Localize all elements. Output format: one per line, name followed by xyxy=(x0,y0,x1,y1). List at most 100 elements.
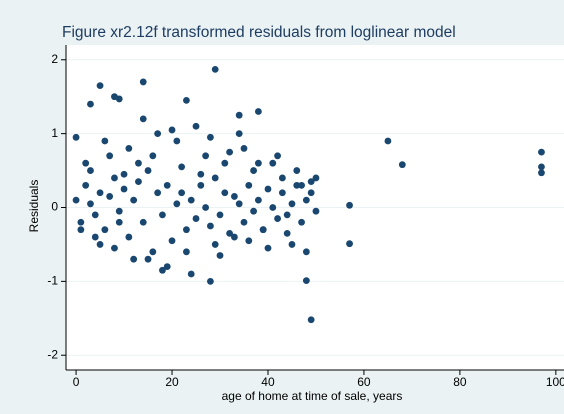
point xyxy=(254,159,262,167)
point xyxy=(173,200,181,208)
point xyxy=(235,111,243,119)
point xyxy=(221,189,229,197)
x-tick-label: 0 xyxy=(73,375,80,389)
x-tick-label: 20 xyxy=(165,375,179,389)
point xyxy=(192,122,200,130)
point xyxy=(226,229,234,237)
point xyxy=(538,148,545,156)
point xyxy=(154,189,162,197)
point xyxy=(72,196,80,204)
y-tick-label: 2 xyxy=(51,52,58,66)
point xyxy=(120,170,128,178)
point xyxy=(250,207,257,215)
point xyxy=(139,115,147,123)
point xyxy=(230,233,238,241)
point xyxy=(283,211,291,219)
point xyxy=(183,96,190,104)
point xyxy=(538,163,545,171)
point xyxy=(245,181,253,189)
point xyxy=(278,189,286,197)
x-tick-label: 40 xyxy=(261,375,275,389)
point xyxy=(187,196,195,204)
point xyxy=(274,152,281,160)
point xyxy=(111,244,118,252)
point xyxy=(283,229,291,237)
point xyxy=(163,263,171,270)
point xyxy=(202,152,210,160)
x-axis-label: age of home at time of sale, years xyxy=(222,389,403,403)
point xyxy=(135,159,142,167)
point xyxy=(101,137,109,145)
point xyxy=(82,159,90,167)
point xyxy=(168,126,176,134)
x-tick-label: 80 xyxy=(453,375,467,389)
point xyxy=(538,169,545,177)
point xyxy=(312,207,320,215)
point xyxy=(125,233,133,241)
point xyxy=(245,237,253,245)
point xyxy=(384,137,392,145)
y-tick-label: -2 xyxy=(47,347,58,361)
point xyxy=(91,211,99,219)
point xyxy=(120,185,128,193)
point xyxy=(293,167,301,174)
point xyxy=(307,189,315,197)
point xyxy=(288,200,296,208)
point xyxy=(159,211,166,219)
y-axis-label: Residuals xyxy=(27,180,41,233)
point xyxy=(302,277,310,285)
point xyxy=(183,226,190,234)
point xyxy=(168,237,176,245)
point xyxy=(87,167,94,174)
point xyxy=(254,108,262,115)
point xyxy=(211,65,219,73)
point xyxy=(197,181,205,189)
point xyxy=(269,204,277,211)
point xyxy=(211,174,219,182)
point xyxy=(115,95,123,103)
point xyxy=(240,145,248,152)
point xyxy=(293,181,301,189)
point xyxy=(96,189,104,197)
point xyxy=(346,201,353,209)
point xyxy=(159,266,166,274)
point xyxy=(250,167,257,174)
point xyxy=(216,252,224,259)
point xyxy=(207,277,214,285)
point xyxy=(115,207,123,215)
point xyxy=(298,181,305,189)
point xyxy=(106,152,114,160)
point xyxy=(216,211,224,219)
point xyxy=(101,226,109,234)
point xyxy=(106,193,114,200)
point xyxy=(139,218,147,226)
point xyxy=(307,316,315,324)
point xyxy=(144,167,152,174)
point xyxy=(149,248,157,256)
x-tick-label: 100 xyxy=(546,375,564,389)
point xyxy=(82,181,90,189)
point xyxy=(173,137,181,145)
point xyxy=(226,148,234,156)
y-tick-label: 0 xyxy=(51,200,58,214)
point xyxy=(111,174,118,182)
point xyxy=(274,215,281,222)
point xyxy=(163,181,171,189)
y-tick-label: 1 xyxy=(51,126,58,140)
point xyxy=(207,222,214,230)
point xyxy=(264,185,272,193)
point xyxy=(264,244,272,252)
point xyxy=(149,152,157,160)
point xyxy=(178,163,186,171)
point xyxy=(144,255,152,263)
point xyxy=(183,248,190,256)
point xyxy=(96,82,104,90)
point xyxy=(87,200,94,208)
point xyxy=(346,240,353,248)
point xyxy=(178,189,186,197)
point xyxy=(77,226,85,234)
point xyxy=(312,174,320,182)
chart-title: Figure xr2.12f transformed residuals fro… xyxy=(62,24,456,41)
point xyxy=(197,170,205,178)
